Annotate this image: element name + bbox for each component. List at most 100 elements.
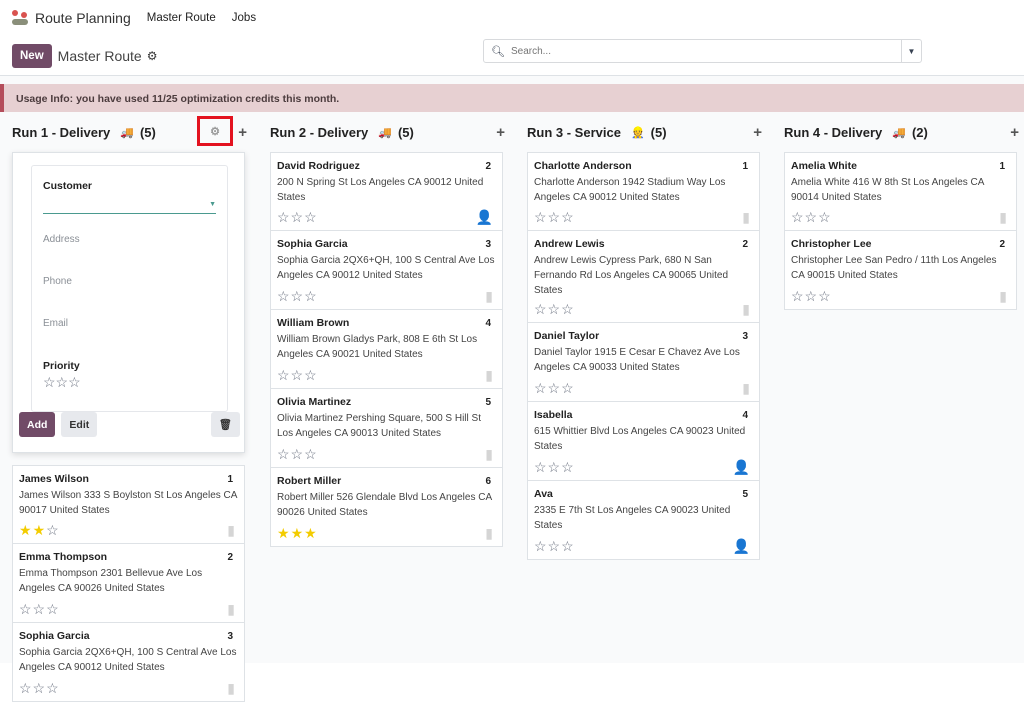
card-sequence: 3 bbox=[742, 331, 748, 342]
kanban-card[interactable]: William Brown 4 William Brown Gladys Par… bbox=[270, 310, 503, 389]
priority-stars[interactable]: ☆☆☆ bbox=[277, 446, 318, 462]
card-address: Sophia Garcia 2QX6+QH, 100 S Central Ave… bbox=[19, 647, 237, 673]
card-name: Andrew Lewis bbox=[534, 238, 605, 250]
new-button[interactable]: New bbox=[12, 43, 52, 68]
search-options-toggle[interactable]: ▼ bbox=[901, 40, 921, 62]
priority-stars[interactable]: ☆☆☆ bbox=[534, 301, 575, 317]
kanban-card[interactable]: Ava 5 2335 E 7th St Los Angeles CA 90023… bbox=[527, 481, 760, 560]
card-footer: ☆☆☆ ▮ bbox=[277, 364, 496, 383]
building-icon: ▮ bbox=[999, 288, 1007, 304]
app-name[interactable]: Route Planning bbox=[35, 10, 131, 26]
kanban-card[interactable]: Emma Thompson 2 Emma Thompson 2301 Belle… bbox=[12, 544, 245, 623]
kanban-board: Usage Info: you have used 11/25 optimiza… bbox=[0, 76, 1024, 702]
building-icon: ▮ bbox=[999, 209, 1007, 225]
building-icon: ▮ bbox=[485, 288, 493, 304]
priority-stars[interactable]: ☆☆☆ bbox=[43, 374, 81, 390]
kanban-card[interactable]: Charlotte Anderson 1 Charlotte Anderson … bbox=[527, 152, 760, 231]
building-icon: ▮ bbox=[227, 601, 235, 617]
card-footer: ☆☆☆ ▮ bbox=[19, 677, 238, 696]
card-list: James Wilson 1 James Wilson 333 S Boylst… bbox=[12, 465, 245, 702]
gear-icon[interactable]: ⚙ bbox=[146, 48, 158, 63]
column-count: (5) bbox=[397, 124, 414, 140]
priority-stars[interactable]: ☆☆☆ bbox=[534, 538, 575, 554]
card-address: Sophia Garcia 2QX6+QH, 100 S Central Ave… bbox=[277, 255, 495, 281]
menu-jobs[interactable]: Jobs bbox=[231, 12, 257, 24]
card-footer: ☆☆☆ ▮ bbox=[19, 598, 238, 617]
column-title[interactable]: Run 4 - Delivery bbox=[784, 124, 883, 140]
priority-stars[interactable]: ☆☆☆ bbox=[277, 288, 318, 304]
priority-stars[interactable]: ☆☆☆ bbox=[19, 601, 60, 617]
kanban-card[interactable]: Christopher Lee 2 Christopher Lee San Pe… bbox=[784, 231, 1017, 310]
column-add-button[interactable]: + bbox=[496, 123, 505, 141]
kanban-card[interactable]: Sophia Garcia 3 Sophia Garcia 2QX6+QH, 1… bbox=[270, 231, 503, 310]
column-header: Run 1 - Delivery 🚚 (5) ⚙ + bbox=[12, 112, 247, 152]
person-icon: 👤 bbox=[475, 209, 493, 225]
column-add-button[interactable]: + bbox=[753, 123, 762, 141]
priority-stars[interactable]: ☆☆☆ bbox=[534, 209, 575, 225]
menu-master-route[interactable]: Master Route bbox=[146, 12, 216, 24]
card-address: Charlotte Anderson 1942 Stadium Way Los … bbox=[534, 177, 726, 203]
delete-button[interactable]: 🗑︎ bbox=[210, 412, 240, 437]
column-title[interactable]: Run 3 - Service bbox=[527, 124, 621, 140]
customer-input[interactable]: ▼ bbox=[43, 196, 216, 214]
card-address: Emma Thompson 2301 Bellevue Ave Los Ange… bbox=[19, 568, 203, 594]
priority-stars[interactable]: ☆☆☆ bbox=[534, 459, 575, 475]
priority-stars[interactable]: ☆☆☆ bbox=[277, 209, 318, 225]
card-address: James Wilson 333 S Boylston St Los Angel… bbox=[19, 490, 237, 516]
card-name: James Wilson bbox=[19, 473, 89, 485]
kanban-card[interactable]: Daniel Taylor 3 Daniel Taylor 1915 E Ces… bbox=[527, 323, 760, 402]
kanban-column: Run 4 - Delivery 🚚 (2) + Amelia White 1 … bbox=[784, 112, 1019, 310]
card-address: Robert Miller 526 Glendale Blvd Los Ange… bbox=[277, 492, 492, 518]
kanban-card[interactable]: David Rodriguez 2 200 N Spring St Los An… bbox=[270, 152, 503, 231]
card-address: 200 N Spring St Los Angeles CA 90012 Uni… bbox=[277, 177, 484, 203]
kanban-card[interactable]: Robert Miller 6 Robert Miller 526 Glenda… bbox=[270, 468, 503, 547]
column-add-button[interactable]: + bbox=[1010, 123, 1019, 141]
card-name: Ava bbox=[534, 488, 553, 500]
kanban-card[interactable]: Amelia White 1 Amelia White 416 W 8th St… bbox=[784, 152, 1017, 231]
technician-icon: 👷 bbox=[630, 126, 645, 139]
building-icon: ▮ bbox=[227, 522, 235, 538]
add-button[interactable]: Add bbox=[19, 412, 56, 437]
priority-stars[interactable]: ☆☆☆ bbox=[19, 680, 60, 696]
card-address: William Brown Gladys Park, 808 E 6th St … bbox=[277, 334, 478, 360]
card-sequence: 1 bbox=[999, 161, 1005, 172]
kanban-card[interactable]: James Wilson 1 James Wilson 333 S Boylst… bbox=[12, 465, 245, 544]
priority-stars[interactable]: ☆☆☆ bbox=[791, 209, 832, 225]
priority-stars[interactable]: ★★★ bbox=[277, 525, 318, 541]
edit-button[interactable]: Edit bbox=[61, 412, 98, 437]
column-add-button[interactable]: + bbox=[238, 123, 247, 141]
caret-down-icon[interactable]: ▼ bbox=[209, 201, 216, 208]
building-icon: ▮ bbox=[742, 209, 750, 225]
column-title[interactable]: Run 2 - Delivery bbox=[270, 124, 369, 140]
priority-stars[interactable]: ★★☆ bbox=[19, 522, 60, 538]
quick-create-form: Customer ▼ Address Phone Email Priority … bbox=[12, 152, 245, 453]
kanban-card[interactable]: Isabella 4 615 Whittier Blvd Los Angeles… bbox=[527, 402, 760, 481]
address-field[interactable]: Address bbox=[43, 234, 80, 245]
kanban-card[interactable]: Andrew Lewis 2 Andrew Lewis Cypress Park… bbox=[527, 231, 760, 323]
card-address: Olivia Martinez Pershing Square, 500 S H… bbox=[277, 413, 481, 439]
card-sequence: 2 bbox=[485, 161, 491, 172]
building-icon: ▮ bbox=[485, 525, 493, 541]
column-header: Run 3 - Service 👷 (5) + bbox=[527, 112, 762, 152]
card-sequence: 2 bbox=[742, 239, 748, 250]
priority-stars[interactable]: ☆☆☆ bbox=[791, 288, 832, 304]
priority-stars[interactable]: ☆☆☆ bbox=[277, 367, 318, 383]
kanban-card[interactable]: Olivia Martinez 5 Olivia Martinez Pershi… bbox=[270, 389, 503, 468]
column-title[interactable]: Run 1 - Delivery bbox=[12, 124, 111, 140]
column-header: Run 4 - Delivery 🚚 (2) + bbox=[784, 112, 1019, 152]
card-sequence: 2 bbox=[227, 552, 233, 563]
priority-stars[interactable]: ☆☆☆ bbox=[534, 380, 575, 396]
truck-icon: 🚚 bbox=[378, 126, 392, 139]
card-name: Olivia Martinez bbox=[277, 396, 352, 408]
building-icon: ▮ bbox=[485, 367, 493, 383]
app-logo-icon[interactable] bbox=[10, 8, 30, 28]
card-footer: ☆☆☆ ▮ bbox=[534, 298, 753, 317]
card-name: Sophia Garcia bbox=[19, 630, 90, 642]
phone-field[interactable]: Phone bbox=[43, 276, 72, 287]
card-sequence: 1 bbox=[227, 474, 233, 485]
search-input[interactable] bbox=[510, 45, 901, 57]
email-field[interactable]: Email bbox=[43, 318, 69, 329]
column-gear-icon[interactable]: ⚙ bbox=[197, 116, 233, 146]
building-icon: ▮ bbox=[227, 680, 235, 696]
card-footer: ☆☆☆ ▮ bbox=[277, 443, 496, 462]
